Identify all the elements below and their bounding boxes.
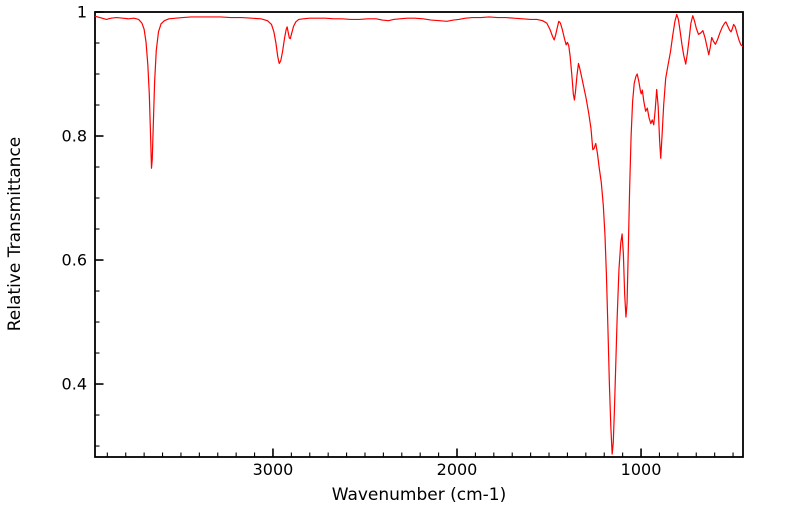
x-tick-label: 2000 (437, 460, 478, 479)
plot-area (94, 11, 744, 458)
axis-ticks (95, 11, 734, 457)
x-axis-label: Wavenumber (cm-1) (332, 485, 507, 505)
tick-labels: 3000 2000 1000 1 0.8 0.6 0.4 (62, 3, 662, 480)
plot-spines (94, 11, 744, 458)
x-tick-label: 1000 (621, 460, 662, 479)
y-tick-label: 0.6 (62, 251, 87, 270)
y-tick-label: 0.8 (62, 127, 87, 146)
x-tick-label: 3000 (253, 460, 294, 479)
spectrum-line (94, 13, 744, 455)
y-axis-label: Relative Transmittance (5, 137, 25, 332)
y-tick-label: 1 (77, 3, 87, 22)
y-tick-label: 0.4 (62, 375, 87, 394)
